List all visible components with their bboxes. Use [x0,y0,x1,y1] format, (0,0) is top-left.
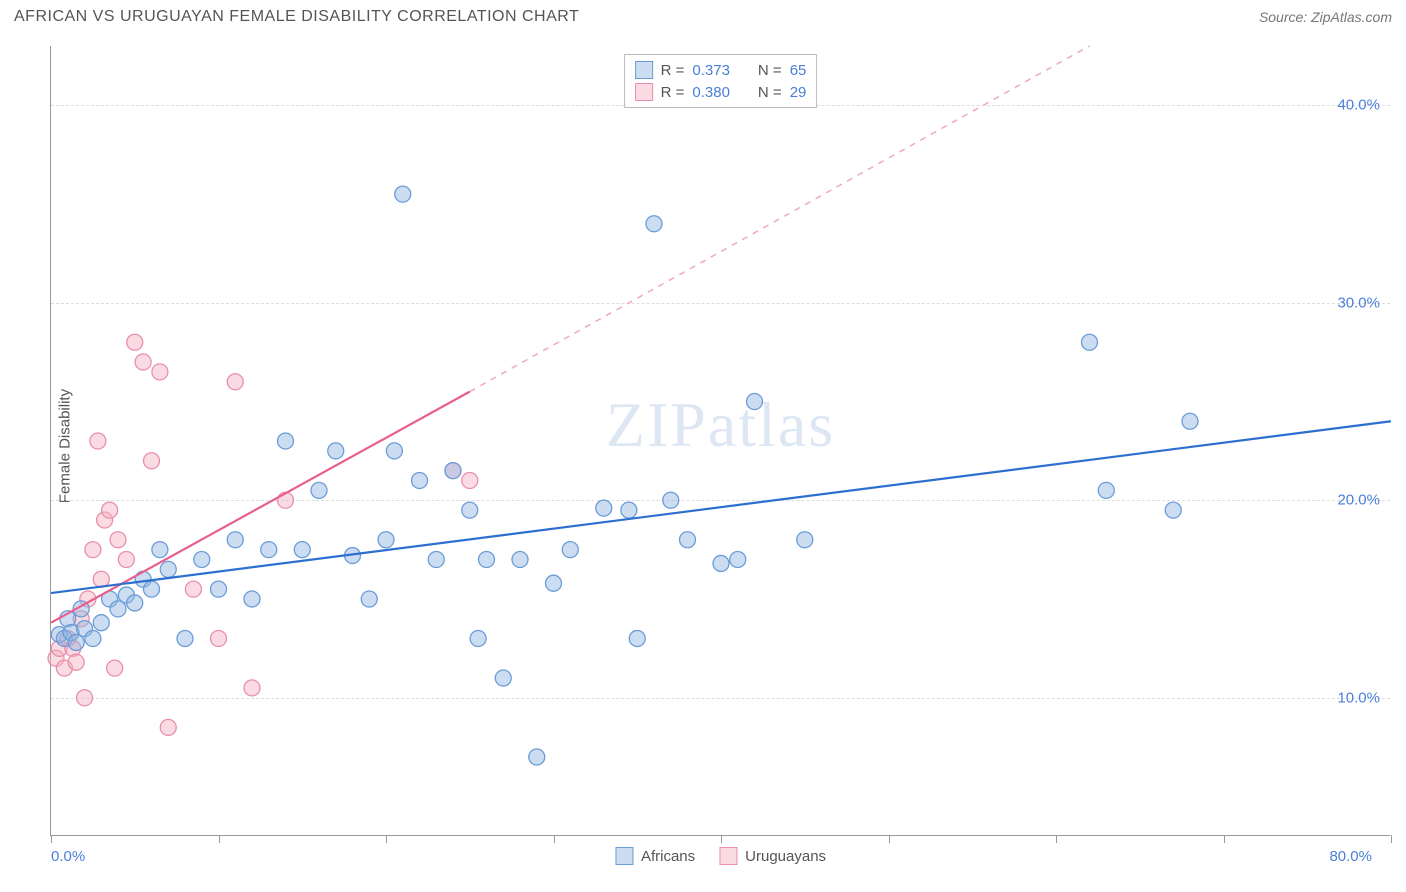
swatch-africans-icon [615,847,633,865]
x-tick [889,835,890,843]
data-point-africans [1182,413,1198,429]
data-point-uruguayans [185,581,201,597]
chart-title: AFRICAN VS URUGUAYAN FEMALE DISABILITY C… [14,8,579,26]
data-point-uruguayans [68,654,84,670]
data-point-africans [646,216,662,232]
data-point-africans [730,552,746,568]
x-tick [721,835,722,843]
data-point-uruguayans [90,433,106,449]
legend-item-uruguayans: Uruguayans [719,847,826,865]
data-point-africans [311,482,327,498]
swatch-uruguayans-icon [719,847,737,865]
data-point-africans [152,542,168,558]
data-point-uruguayans [152,364,168,380]
x-tick [1391,835,1392,843]
scatter-plot [51,46,1390,835]
chart-area: ZIPatlas 10.0%20.0%30.0%40.0% 0.0% 80.0%… [50,46,1390,836]
data-point-africans [797,532,813,548]
data-point-uruguayans [135,354,151,370]
data-point-africans [386,443,402,459]
data-point-africans [663,492,679,508]
data-point-africans [261,542,277,558]
data-point-africans [512,552,528,568]
data-point-uruguayans [160,719,176,735]
data-point-africans [68,634,84,650]
data-point-uruguayans [462,473,478,489]
data-point-africans [546,575,562,591]
data-point-africans [680,532,696,548]
data-point-africans [462,502,478,518]
data-point-africans [278,433,294,449]
data-point-africans [244,591,260,607]
data-point-africans [629,631,645,647]
trend-line [470,46,1090,392]
data-point-africans [328,443,344,459]
data-point-uruguayans [144,453,160,469]
data-point-africans [445,463,461,479]
data-point-africans [395,186,411,202]
data-point-africans [211,581,227,597]
legend-item-africans: Africans [615,847,695,865]
data-point-africans [227,532,243,548]
x-tick [1224,835,1225,843]
data-point-africans [294,542,310,558]
data-point-africans [470,631,486,647]
legend-label-uruguayans: Uruguayans [745,848,826,865]
data-point-africans [596,500,612,516]
data-point-uruguayans [110,532,126,548]
data-point-africans [1165,502,1181,518]
x-max-label: 80.0% [1329,848,1372,865]
data-point-africans [194,552,210,568]
data-point-uruguayans [278,492,294,508]
data-point-africans [85,631,101,647]
data-point-uruguayans [118,552,134,568]
x-tick [386,835,387,843]
data-point-uruguayans [85,542,101,558]
data-point-uruguayans [77,690,93,706]
data-point-africans [412,473,428,489]
data-point-africans [1098,482,1114,498]
data-point-uruguayans [227,374,243,390]
data-point-uruguayans [127,334,143,350]
x-tick [1056,835,1057,843]
data-point-africans [160,561,176,577]
data-point-africans [479,552,495,568]
x-tick [51,835,52,843]
x-tick [219,835,220,843]
data-point-africans [747,394,763,410]
data-point-africans [127,595,143,611]
data-point-africans [495,670,511,686]
data-point-africans [177,631,193,647]
data-point-africans [1082,334,1098,350]
data-point-africans [378,532,394,548]
x-min-label: 0.0% [51,848,85,865]
data-point-africans [428,552,444,568]
data-point-uruguayans [102,502,118,518]
data-point-africans [144,581,160,597]
data-point-uruguayans [107,660,123,676]
data-point-africans [621,502,637,518]
series-legend: Africans Uruguayans [615,847,826,865]
legend-label-africans: Africans [641,848,695,865]
data-point-africans [361,591,377,607]
data-point-africans [529,749,545,765]
source-label: Source: ZipAtlas.com [1259,9,1392,25]
x-tick [554,835,555,843]
data-point-uruguayans [211,631,227,647]
data-point-africans [713,555,729,571]
data-point-africans [562,542,578,558]
data-point-africans [110,601,126,617]
data-point-africans [93,615,109,631]
data-point-uruguayans [244,680,260,696]
